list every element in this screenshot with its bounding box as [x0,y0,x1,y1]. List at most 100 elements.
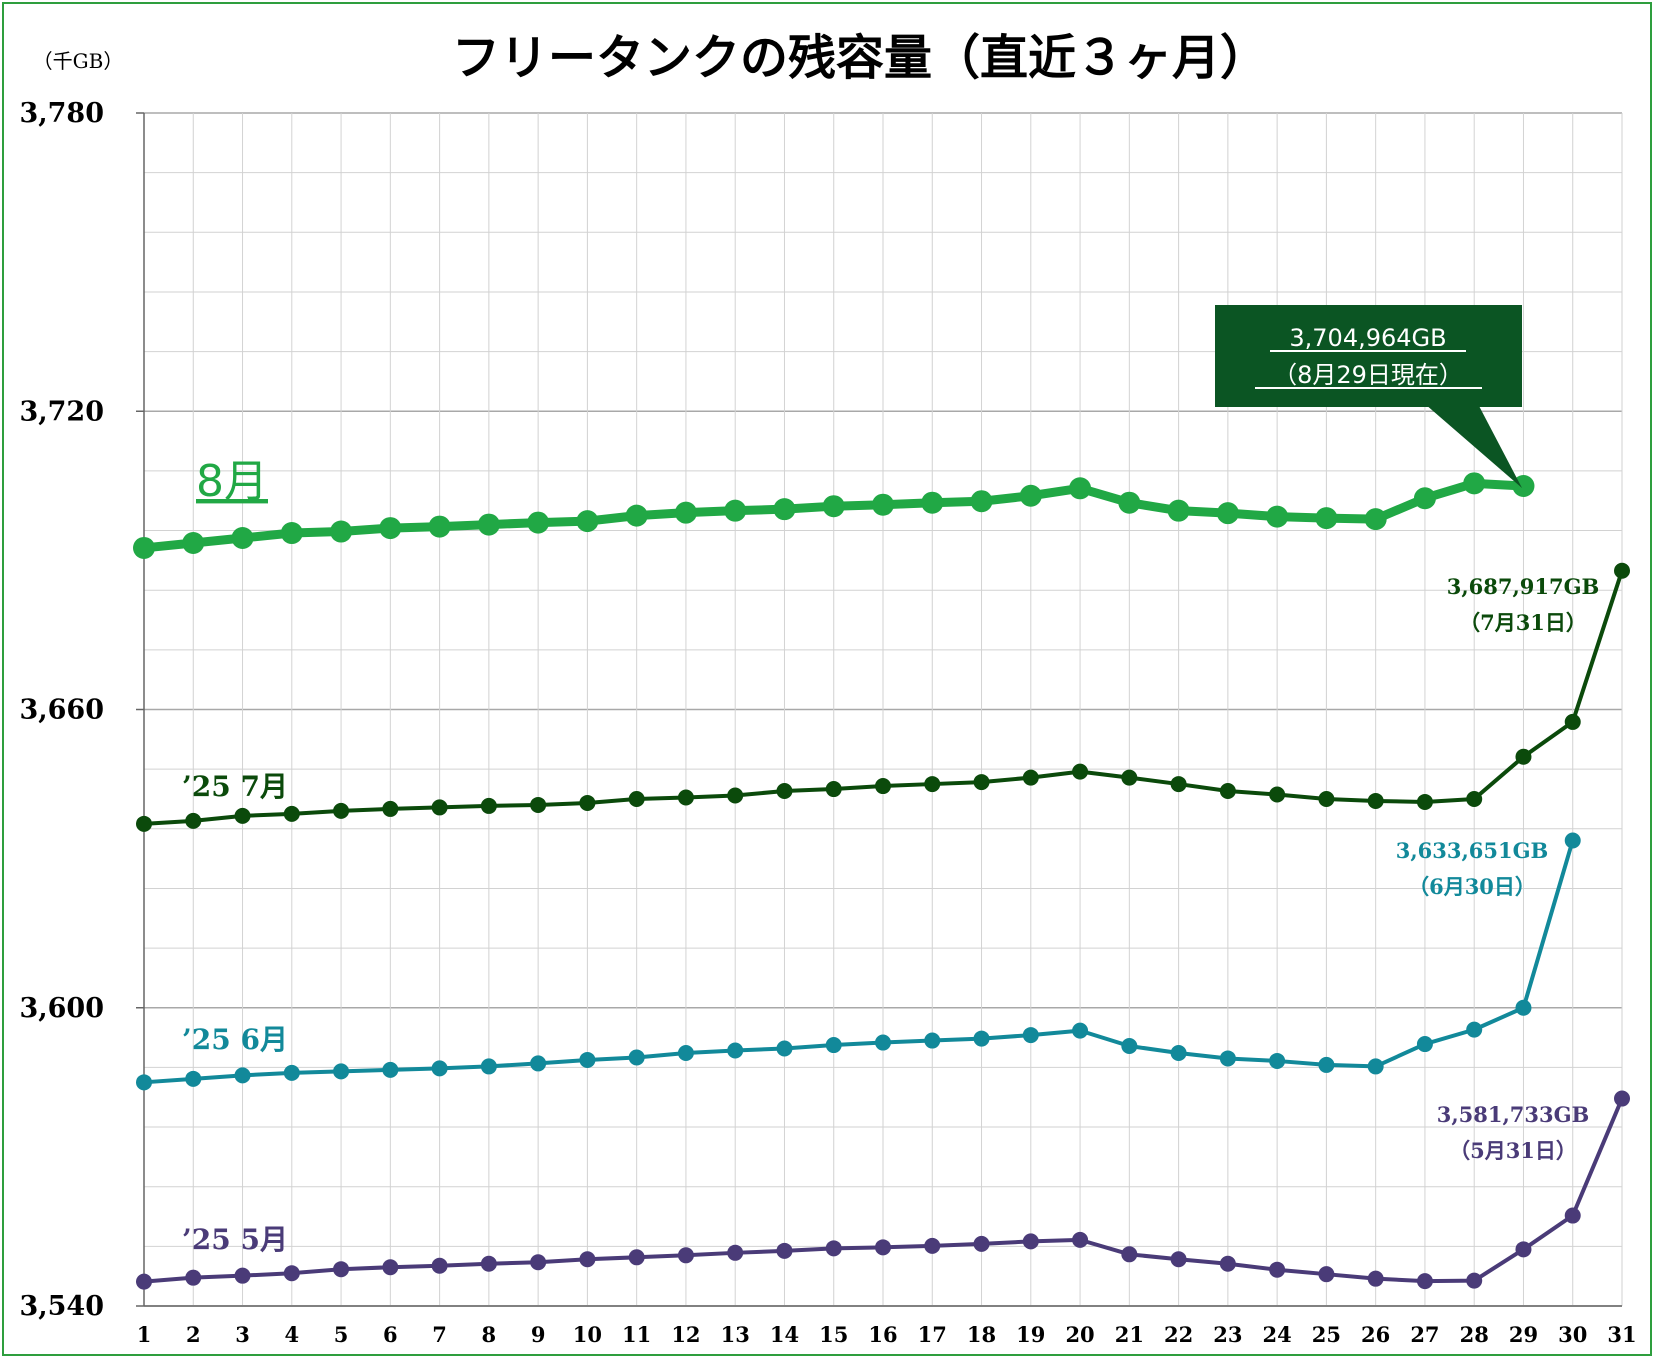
data-point-jul [1416,793,1433,810]
data-point-aug [1463,472,1486,495]
x-tick-label: 14 [770,1322,799,1347]
end-label-may-date: （5月31日） [1449,1138,1577,1163]
data-point-jun [1515,999,1532,1016]
data-point-jul [1564,713,1581,730]
data-point-may [1367,1270,1384,1287]
data-point-jun [136,1074,152,1091]
data-point-may [1219,1255,1236,1272]
data-point-aug [1364,508,1387,531]
data-point-aug [182,531,205,554]
data-point-jul [234,807,251,824]
data-point-jul [677,789,694,806]
data-point-aug [1413,487,1436,510]
data-point-jul [530,796,547,813]
data-point-may [1269,1261,1286,1278]
data-point-jul [1170,776,1187,793]
data-point-aug [1167,499,1190,522]
data-point-jun [1022,1027,1039,1044]
data-point-jun [1416,1036,1433,1053]
data-point-jun [727,1042,744,1059]
series-line-jun [143,839,1575,1085]
x-tick-label: 8 [482,1322,497,1347]
data-point-jun [480,1058,497,1075]
data-point-jul [1269,786,1286,803]
data-point-may [776,1242,793,1259]
data-point-jul [1219,783,1236,800]
data-point-aug [1069,477,1092,500]
data-point-aug [822,495,845,518]
data-point-may [1318,1266,1335,1283]
data-point-jun [825,1037,842,1054]
data-point-may [973,1235,990,1252]
data-point-jul [776,783,793,800]
x-tick-label: 29 [1509,1322,1538,1347]
data-point-jul [973,774,990,791]
data-point-jul [431,799,448,816]
end-label-jun-value: 3,633,651GB [1396,838,1549,863]
data-point-jul [727,787,744,804]
data-point-jun [1170,1044,1187,1061]
grid [143,112,1623,1307]
x-tick-label: 4 [284,1322,299,1347]
x-tick-label: 16 [868,1322,897,1347]
end-label-jul-value: 3,687,917GB [1447,574,1600,599]
data-point-jul [283,805,300,822]
data-point-jul [136,815,152,832]
x-tick-label: 12 [671,1322,700,1347]
data-point-may [727,1244,744,1261]
x-tick-label: 18 [967,1322,996,1347]
y-tick-label: 3,660 [19,695,104,726]
data-point-jun [431,1060,448,1077]
data-point-jun [1367,1058,1384,1075]
data-point-jul [382,800,399,817]
data-point-may [924,1237,941,1254]
series-aug [133,472,1535,559]
data-point-may [677,1247,694,1264]
data-point-jun [1564,832,1581,849]
data-point-aug [330,520,353,543]
data-point-jul [185,812,202,829]
y-tick-label: 3,720 [19,396,104,427]
data-point-jun [234,1067,251,1084]
x-tick-label: 9 [531,1322,546,1347]
x-tick-label: 22 [1164,1322,1193,1347]
data-point-jul [825,781,842,798]
data-point-may [628,1249,645,1266]
data-point-jul [1466,790,1483,807]
data-point-may [283,1265,300,1282]
data-point-jul [1022,769,1039,786]
data-point-may [333,1261,350,1278]
data-point-jun [1219,1050,1236,1067]
data-point-jul [1515,748,1532,765]
data-point-may [431,1257,448,1274]
data-point-aug [724,499,747,522]
end-label-jul-date: （7月31日） [1459,610,1587,635]
end-label-may-value: 3,581,733GB [1437,1102,1590,1127]
data-point-aug [379,517,402,540]
x-tick-label: 19 [1016,1322,1045,1347]
data-point-jul [1072,763,1089,780]
x-tick-label: 7 [432,1322,447,1347]
data-point-jun [776,1040,793,1057]
data-point-aug [1118,491,1141,514]
y-unit-label: （千GB） [33,49,124,73]
data-point-jun [1269,1052,1286,1069]
data-point-aug [674,501,697,524]
data-point-jun [185,1070,202,1087]
data-point-may [1515,1241,1532,1258]
y-axis-ticks: 3,540 3,600 3,660 3,720 3,780 [19,98,144,1322]
series-label-jun: ’25 6月 [182,1023,288,1056]
data-point-may [1072,1231,1089,1248]
callout-value: 3,704,964GB [1289,324,1446,352]
x-tick-label: 28 [1460,1322,1489,1347]
data-point-jun [1466,1021,1483,1038]
x-tick-label: 21 [1115,1322,1144,1347]
x-tick-label: 17 [918,1322,947,1347]
x-tick-label: 23 [1213,1322,1242,1347]
data-point-jul [1614,562,1630,579]
series-may [136,1090,1630,1290]
data-point-jun [382,1061,399,1078]
data-point-may [875,1239,891,1256]
data-point-may [1121,1246,1138,1263]
